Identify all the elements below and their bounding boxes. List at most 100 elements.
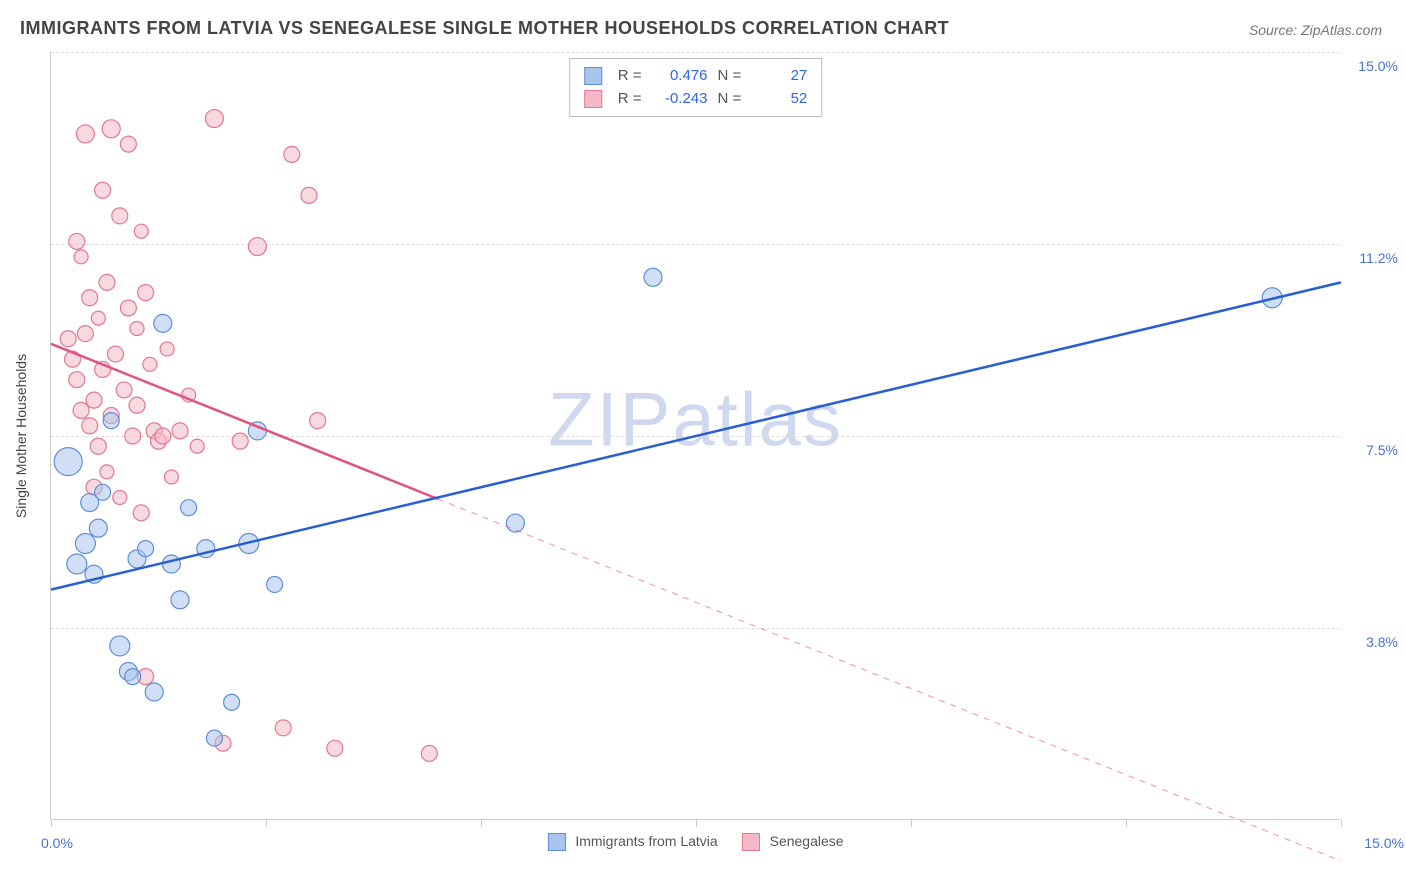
series-b-point [134,224,148,238]
series-b-point [86,392,102,408]
series-b-point [172,423,188,439]
series-a-point [267,576,283,592]
series-a-point [103,413,119,429]
series-b-point [76,125,94,143]
x-tick [696,819,697,827]
stats-swatch-a [584,67,602,85]
series-a-r-value: 0.476 [652,65,708,88]
plot-area: ZIPatlas 15.0%11.2%7.5%3.8% Single Mothe… [50,52,1340,820]
series-b-point [116,382,132,398]
series-b-point [74,250,88,264]
stats-row-a: R = 0.476 N = 27 [584,65,808,88]
series-b-point [102,120,120,138]
series-b-point [129,397,145,413]
series-b-point [327,740,343,756]
series-b-point [248,238,266,256]
x-axis-max-label: 15.0% [1364,835,1404,851]
stats-swatch-b [584,90,602,108]
series-b-trend-dashed [438,499,1341,861]
stats-box: R = 0.476 N = 27 R = -0.243 N = 52 [569,58,823,117]
series-b-point [99,274,115,290]
chart-svg [51,52,1340,819]
series-a-point [89,519,107,537]
legend-label-a: Immigrants from Latvia [575,833,717,849]
series-b-point [275,720,291,736]
series-a-point [110,636,130,656]
series-b-point [108,346,124,362]
stats-row-b: R = -0.243 N = 52 [584,88,808,111]
series-b-point [133,505,149,521]
series-b-point [113,490,127,504]
series-b-point [112,208,128,224]
x-tick [266,819,267,827]
series-a-point [54,448,82,476]
series-b-point [60,331,76,347]
series-b-point [138,285,154,301]
series-b-n-value: 52 [751,88,807,111]
series-a-point [644,268,662,286]
series-b-point [69,372,85,388]
series-a-point [145,683,163,701]
series-b-point [160,342,174,356]
series-b-point [100,465,114,479]
series-b-point [155,428,171,444]
series-b-point [82,290,98,306]
series-b-point [125,428,141,444]
series-b-point [301,187,317,203]
series-b-point [421,745,437,761]
y-tick-label: 15.0% [1346,58,1398,74]
r-label: R = [618,65,642,88]
series-b-point [82,418,98,434]
series-a-point [181,500,197,516]
series-a-point [125,669,141,685]
series-b-point [95,182,111,198]
series-b-point [232,433,248,449]
n-label: N = [718,88,742,111]
series-a-point [154,314,172,332]
series-b-r-value: -0.243 [652,88,708,111]
series-a-point [171,591,189,609]
series-b-point [73,402,89,418]
legend-label-b: Senegalese [770,833,844,849]
y-tick-label: 3.8% [1346,634,1398,650]
legend-swatch-b [742,833,760,851]
x-tick [1126,819,1127,827]
x-tick [1341,819,1342,827]
series-b-point [190,439,204,453]
legend-item-a: Immigrants from Latvia [547,833,717,851]
series-b-point [310,413,326,429]
x-axis-min-label: 0.0% [41,835,73,851]
y-tick-label: 7.5% [1346,442,1398,458]
series-b-point [143,357,157,371]
series-a-point [206,730,222,746]
series-a-point [506,514,524,532]
n-label: N = [718,65,742,88]
series-b-point [69,233,85,249]
series-a-point [162,555,180,573]
legend-swatch-a [547,833,565,851]
series-a-point [224,694,240,710]
source-attribution: Source: ZipAtlas.com [1249,22,1382,38]
series-b-point [205,110,223,128]
x-tick [911,819,912,827]
series-b-point [284,146,300,162]
series-b-point [77,326,93,342]
bottom-legend: Immigrants from Latvia Senegalese [547,833,843,851]
series-a-point [138,541,154,557]
y-tick-label: 11.2% [1346,250,1398,266]
series-b-point [90,438,106,454]
x-tick [51,819,52,827]
y-axis-title: Single Mother Households [13,353,29,517]
chart-title: IMMIGRANTS FROM LATVIA VS SENEGALESE SIN… [20,18,949,39]
chart-container: IMMIGRANTS FROM LATVIA VS SENEGALESE SIN… [0,0,1406,892]
series-a-point [75,534,95,554]
series-b-point [120,300,136,316]
series-a-point [67,554,87,574]
series-b-point [120,136,136,152]
series-a-point [95,484,111,500]
legend-item-b: Senegalese [742,833,844,851]
series-b-point [164,470,178,484]
series-a-n-value: 27 [751,65,807,88]
x-tick [481,819,482,827]
r-label: R = [618,88,642,111]
